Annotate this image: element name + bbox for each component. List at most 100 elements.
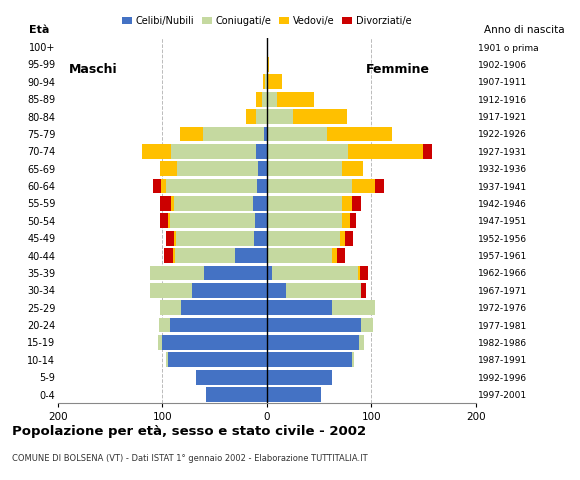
Bar (264, 74, 267, 89)
Bar (342, 214, 350, 228)
Bar (168, 214, 170, 228)
Bar (150, 283, 191, 298)
Bar (162, 335, 267, 350)
Bar (267, 127, 327, 141)
Bar (340, 231, 345, 246)
Bar (158, 335, 162, 350)
Bar (150, 265, 204, 280)
Bar (327, 127, 392, 141)
Bar (204, 265, 267, 280)
Bar (171, 144, 256, 159)
Bar (267, 214, 342, 228)
Bar (353, 179, 375, 193)
Bar (170, 214, 255, 228)
Bar (253, 196, 267, 211)
Bar (375, 179, 384, 193)
Bar (267, 74, 282, 89)
Bar (358, 265, 360, 280)
Bar (353, 196, 361, 211)
Bar (267, 300, 332, 315)
Text: Età: Età (29, 25, 49, 35)
Bar (353, 352, 354, 367)
Bar (423, 144, 432, 159)
Bar (196, 370, 267, 384)
Bar (256, 144, 267, 159)
Text: Popolazione per età, sesso e stato civile - 2002: Popolazione per età, sesso e stato civil… (12, 425, 366, 438)
Bar (267, 370, 332, 384)
Bar (176, 231, 254, 246)
Bar (267, 387, 321, 402)
Bar (180, 127, 203, 141)
Bar (165, 352, 168, 367)
Bar (332, 248, 337, 263)
Bar (170, 318, 267, 333)
Bar (293, 109, 347, 124)
Bar (332, 300, 375, 315)
Bar (168, 352, 267, 367)
Bar (267, 231, 340, 246)
Bar (342, 196, 353, 211)
Bar (171, 196, 174, 211)
Bar (342, 161, 363, 176)
Bar (174, 196, 253, 211)
Bar (165, 248, 173, 263)
Bar (256, 92, 262, 107)
Bar (160, 214, 168, 228)
Bar (173, 248, 175, 263)
Bar (267, 352, 353, 367)
Bar (267, 109, 293, 124)
Bar (235, 248, 267, 263)
Text: Femmine: Femmine (366, 63, 430, 76)
Bar (267, 335, 358, 350)
Y-axis label: Anno di nascita: Anno di nascita (484, 25, 564, 35)
Text: COMUNE DI BOLSENA (VT) - Dati ISTAT 1° gennaio 2002 - Elaborazione TUTTITALIA.IT: COMUNE DI BOLSENA (VT) - Dati ISTAT 1° g… (12, 454, 367, 463)
Bar (267, 248, 332, 263)
Bar (259, 161, 267, 176)
Bar (267, 57, 269, 72)
Bar (267, 179, 353, 193)
Bar (264, 127, 267, 141)
Bar (161, 179, 165, 193)
Bar (267, 196, 342, 211)
Text: Maschi: Maschi (68, 63, 117, 76)
Bar (358, 335, 364, 350)
Bar (191, 283, 267, 298)
Bar (272, 265, 358, 280)
Bar (360, 265, 368, 280)
Bar (181, 300, 267, 315)
Bar (350, 214, 356, 228)
Bar (267, 318, 361, 333)
Bar (246, 109, 256, 124)
Bar (160, 161, 177, 176)
Bar (277, 92, 314, 107)
Bar (203, 127, 264, 141)
Bar (256, 109, 267, 124)
Bar (165, 179, 258, 193)
Bar (345, 231, 353, 246)
Bar (285, 283, 361, 298)
Bar (160, 196, 171, 211)
Bar (160, 318, 170, 333)
Bar (258, 179, 267, 193)
Bar (142, 144, 171, 159)
Bar (255, 214, 267, 228)
Bar (361, 318, 374, 333)
Bar (267, 144, 348, 159)
Bar (267, 161, 342, 176)
Bar (153, 179, 161, 193)
Bar (174, 231, 176, 246)
Bar (267, 92, 277, 107)
Bar (165, 231, 174, 246)
Bar (263, 74, 264, 89)
Bar (160, 300, 181, 315)
Legend: Celibi/Nubili, Coniugati/e, Vedovi/e, Divorziati/e: Celibi/Nubili, Coniugati/e, Vedovi/e, Di… (118, 12, 415, 30)
Bar (262, 92, 267, 107)
Bar (177, 161, 259, 176)
Bar (267, 265, 272, 280)
Bar (267, 283, 285, 298)
Bar (206, 387, 267, 402)
Bar (337, 248, 345, 263)
Bar (361, 283, 366, 298)
Bar (348, 144, 423, 159)
Bar (254, 231, 267, 246)
